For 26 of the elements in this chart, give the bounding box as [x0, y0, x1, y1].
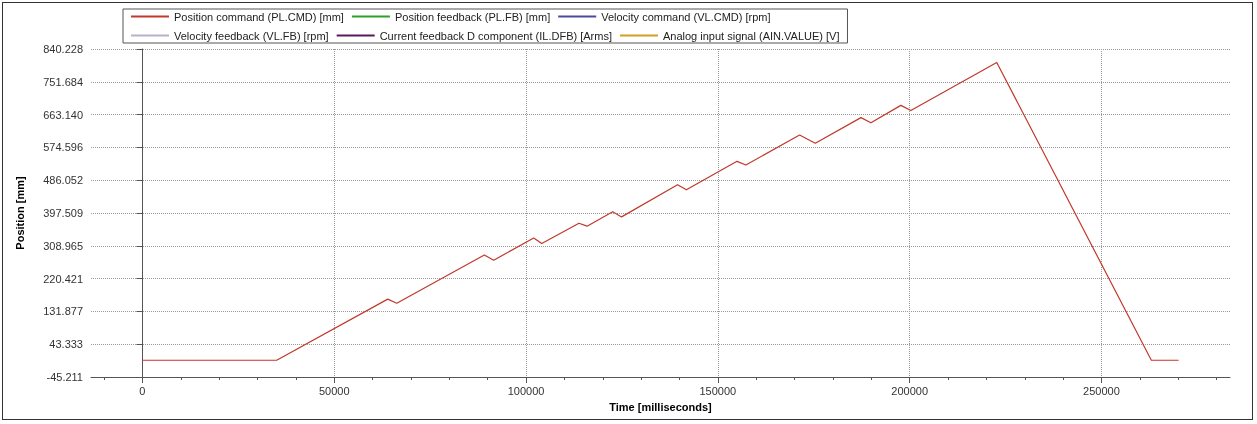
y-tick-label: 220.421	[43, 272, 83, 285]
legend-label: Position feedback (PL.FB) [mm]	[394, 10, 551, 23]
y-tick-label: 397.509	[43, 207, 83, 219]
legend-label: Position command (PL.CMD) [mm]	[174, 10, 344, 23]
x-tick-label: 200000	[891, 384, 929, 397]
x-tick-label: 100000	[507, 384, 545, 397]
legend-label: Analog input signal (AIN.VALUE) [V]	[662, 29, 840, 42]
x-axis-title: Time [milliseconds]	[609, 400, 713, 413]
line-series	[141, 61, 1180, 361]
y-tick-label: 43.333	[49, 338, 83, 351]
y-axis-title: Position [mm]	[13, 176, 26, 250]
y-tick-label: 131.877	[43, 305, 83, 318]
y-tick-label: 840.228	[43, 43, 83, 55]
legend-label: Current feedback D component (IL.DFB) [Arms]	[379, 29, 612, 42]
y-tick-label: 308.965	[43, 239, 83, 252]
y-tick-label: 751.684	[43, 75, 83, 88]
y-tick-label: 574.596	[43, 141, 83, 154]
legend-label: Velocity feedback (VL.FB) [rpm]	[174, 29, 329, 42]
x-tick-label: 50000	[318, 384, 350, 397]
x-tick-label: 0	[139, 384, 146, 397]
y-tick-label: 663.140	[43, 108, 83, 121]
x-tick-label: 250000	[1083, 384, 1120, 397]
x-tick-label: 150000	[699, 384, 737, 397]
legend-label: Velocity command (VL.CMD) [rpm]	[601, 10, 771, 23]
y-tick-label: 486.052	[43, 174, 83, 187]
y-tick-label: -45.211	[46, 371, 83, 383]
